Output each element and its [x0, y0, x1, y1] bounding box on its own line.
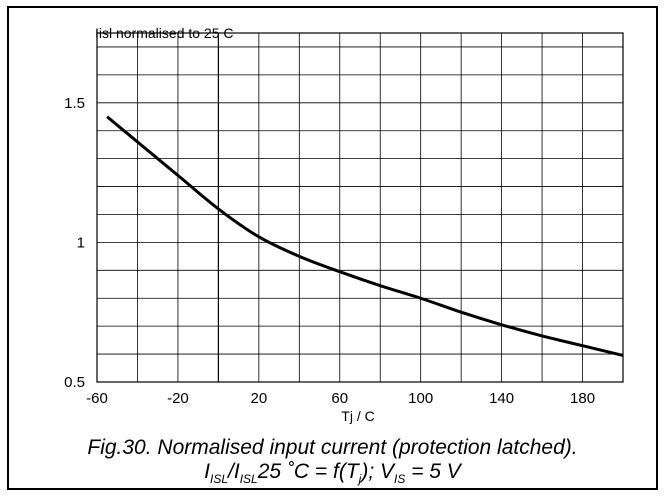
- caption-part: = 5 V: [405, 460, 461, 483]
- plot-border: [96, 32, 624, 383]
- figure-frame: [7, 6, 658, 490]
- x-tick-labels: -60 -20 20 60 100 140 180: [86, 390, 595, 407]
- x-tick-label: 20: [251, 390, 268, 407]
- x-tick-label: -60: [86, 390, 108, 407]
- caption-part: /I: [228, 460, 240, 483]
- caption-sub: ISL: [239, 472, 258, 487]
- figure-caption-line1: Fig.30. Normalised input current (protec…: [87, 436, 578, 459]
- caption-sub: IS: [394, 472, 406, 487]
- grid: [97, 33, 623, 382]
- x-tick-label: 180: [570, 390, 595, 407]
- x-tick-label: 140: [489, 390, 514, 407]
- y-tick-labels: 0.5 1 1.5: [64, 95, 85, 391]
- y-tick-label: 1.5: [64, 95, 85, 112]
- x-tick-label: 100: [408, 390, 433, 407]
- caption-part: ); V: [361, 460, 395, 483]
- caption-sub: ISL: [210, 472, 229, 487]
- y-tick-label: 0.5: [64, 374, 85, 391]
- caption-part: 25 ˚C = f(T: [257, 460, 359, 483]
- y-tick-label: 1: [77, 234, 85, 251]
- x-tick-label: 60: [331, 390, 348, 407]
- series-line: [106, 115, 624, 357]
- y-axis-label: Iisl normalised to 25 C: [95, 25, 234, 41]
- x-axis-label: Tj / C: [341, 408, 374, 424]
- x-tick-label: -20: [167, 390, 189, 407]
- figure-caption-line2: IISL/IISL25 ˚C = f(Tj); VIS = 5 V: [0, 460, 665, 486]
- caption-sub: j: [358, 472, 362, 487]
- caption-part: I: [204, 460, 211, 483]
